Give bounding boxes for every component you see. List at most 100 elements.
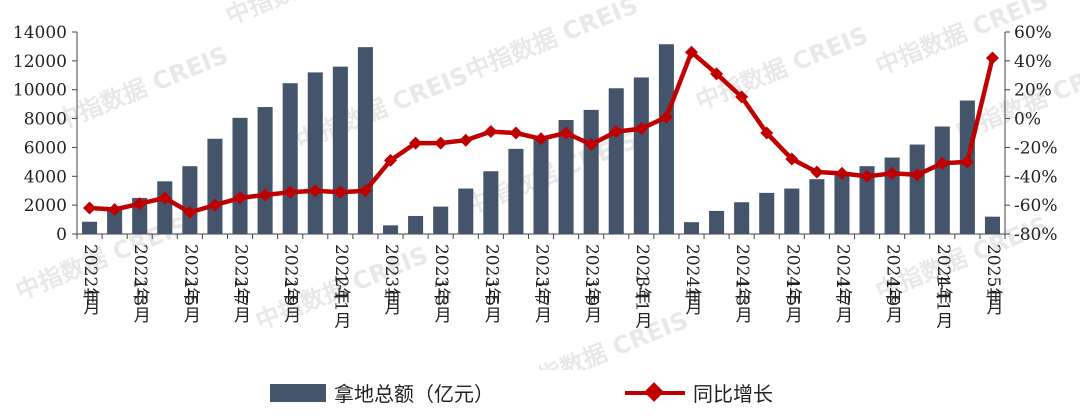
legend-bar-label: 拿地总额（亿元） [334,382,494,406]
line-marker [659,110,673,124]
line-marker [434,136,448,150]
x-tick-label-month: 1-5月 [180,279,201,323]
watermark-text: 中指数据 CREIS [692,21,872,116]
bar [107,207,123,234]
y-right-tick-label: 40% [1014,52,1052,72]
line-marker [710,67,724,81]
legend-line-swatch [625,381,685,402]
y-right-tick-label: -20% [1014,138,1058,158]
y-right-tick-label: -80% [1014,225,1058,245]
x-tick-label-year: 2022年 [180,244,200,304]
x-tick-label-month: 1-7月 [230,279,251,323]
line-marker [208,198,222,212]
watermark-text: 中指数据 CREIS [52,41,232,136]
bar [182,166,198,234]
line-marker [358,184,372,198]
line-marker [258,188,272,202]
x-tick-label-year: 2023年 [381,244,401,304]
line-marker [409,136,423,150]
x-tick-label-month: 1-7月 [531,279,552,323]
y-left-tick-label: 8000 [24,110,67,130]
line-marker [333,185,347,199]
x-tick-label-year: 2024年 [883,244,903,304]
y-right-axis-labels: -80% -60% -40% -20% 0% 20% 40% 60% [1014,23,1058,245]
x-tick-label-month: 1-3月 [431,279,452,323]
bar [332,66,348,234]
watermark-text: 中指数据 CREIS [222,0,402,31]
y-right-tick-label: 20% [1014,81,1052,101]
x-tick-label-month: 1-9月 [280,279,301,323]
y-right-tick-label: 0% [1014,110,1041,130]
y-right-tick-label: -60% [1014,196,1058,216]
line-marker [534,132,548,146]
bar [232,117,248,234]
x-tick-label-month: 1-7月 [832,279,853,323]
line-marker [158,191,172,205]
x-tick-label-month: 1-11月 [932,273,953,328]
x-tick-label-month: 1月 [80,287,101,315]
line-marker [684,45,698,59]
line-marker [785,152,799,166]
x-tick-label-month: 1-3月 [130,279,151,323]
x-tick-label-year: 2022年 [331,244,351,304]
x-tick-label-year: 2023年 [532,244,552,304]
line-marker [860,169,874,183]
bar [483,171,499,234]
bar [357,47,373,235]
x-tick-label-year: 2023年 [632,244,652,304]
y-left-tick-label: 0 [56,225,67,245]
line-marker [484,125,498,139]
bar [633,77,649,234]
legend-item-line: 同比增长 [625,378,773,407]
bar [207,138,223,234]
line-marker [960,155,974,169]
line-marker [133,197,147,211]
bar [709,210,725,234]
bar-series [82,44,1000,235]
x-tick-label-month: 1-3月 [732,279,753,323]
line-marker [559,126,573,140]
line-marker [83,201,97,215]
line-marker [810,165,824,179]
legend-item-bar: 拿地总额（亿元） [270,378,494,407]
y-left-tick-label: 12000 [13,52,67,72]
x-tick-label-year: 2022年 [80,244,100,304]
bar [809,179,825,234]
legend: 拿地总额（亿元） 同比增长 [0,370,1080,410]
bar [533,137,549,234]
bar [884,157,900,234]
bar [759,192,775,234]
line-marker [885,166,899,180]
x-tick-label-year: 2023年 [481,244,501,304]
line-marker [735,90,749,104]
line-marker [283,185,297,199]
legend-bar-swatch [270,383,326,402]
bar [282,83,298,234]
watermark-text: 中指数据 CREIS [462,0,642,86]
bar [658,44,674,235]
x-tick-label-year: 2022年 [130,244,150,304]
bar [834,171,850,234]
bar [433,206,449,234]
y-left-tick-label: 4000 [24,167,67,187]
bar [408,215,424,234]
bar [909,144,925,234]
x-tick-label-year: 2024年 [832,244,852,304]
bar [132,197,148,234]
x-tick-label-month: 1月 [982,287,1003,315]
line-marker [108,202,122,216]
x-tick-label-year: 2025年 [983,244,1003,304]
line-marker [308,184,322,198]
y-right-tick-label: 60% [1014,23,1052,43]
line-marker [584,138,598,152]
